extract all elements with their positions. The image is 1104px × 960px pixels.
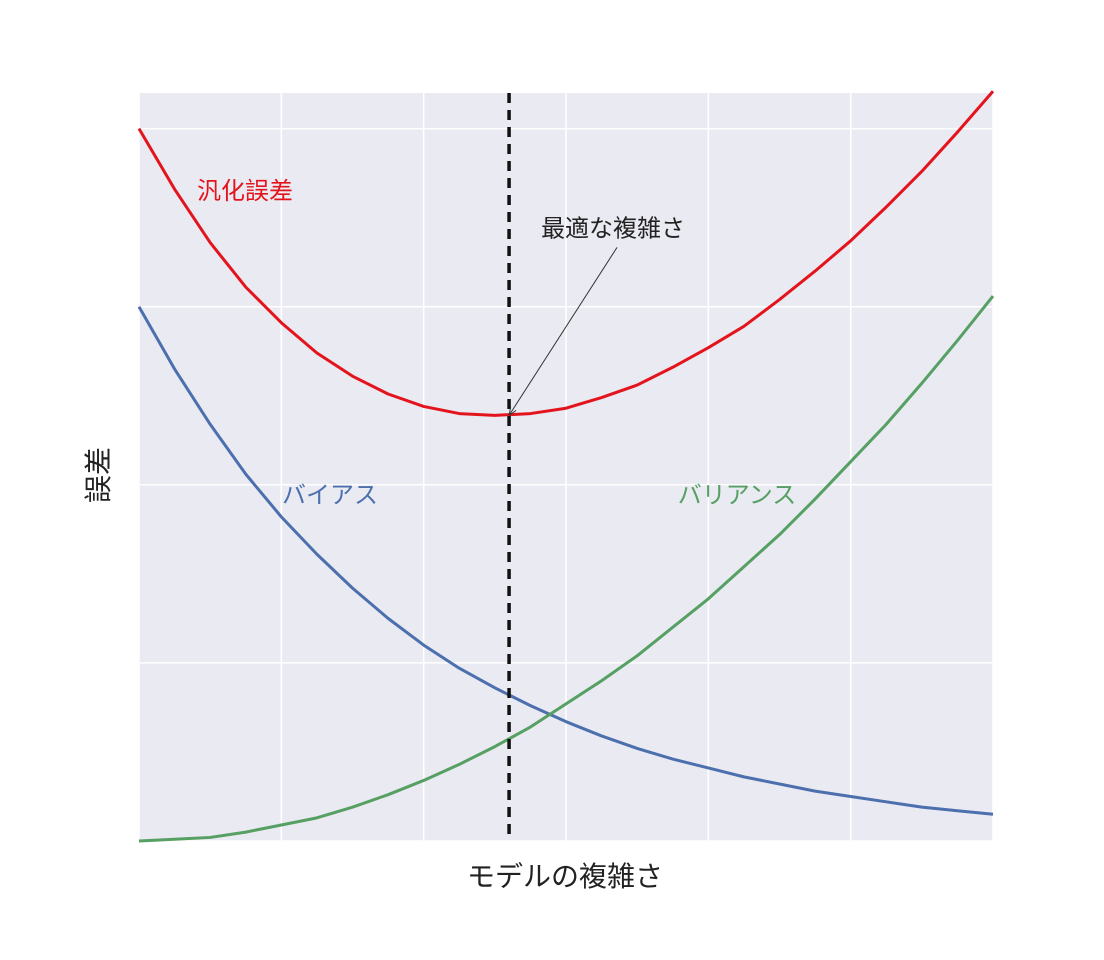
x-axis-label: モデルの複雑さ [467, 860, 663, 893]
line-series [137, 305, 994, 816]
series-label: 汎化誤差 [197, 177, 293, 205]
y-axis-label: 誤差 [82, 447, 115, 503]
series-label: バリアンス [678, 481, 797, 509]
line-series [138, 295, 995, 843]
annotation-arrow [509, 247, 618, 415]
annotation-text: 最適な複雑さ [541, 214, 685, 242]
line-series [137, 90, 995, 417]
series-label: バイアス [282, 481, 378, 509]
